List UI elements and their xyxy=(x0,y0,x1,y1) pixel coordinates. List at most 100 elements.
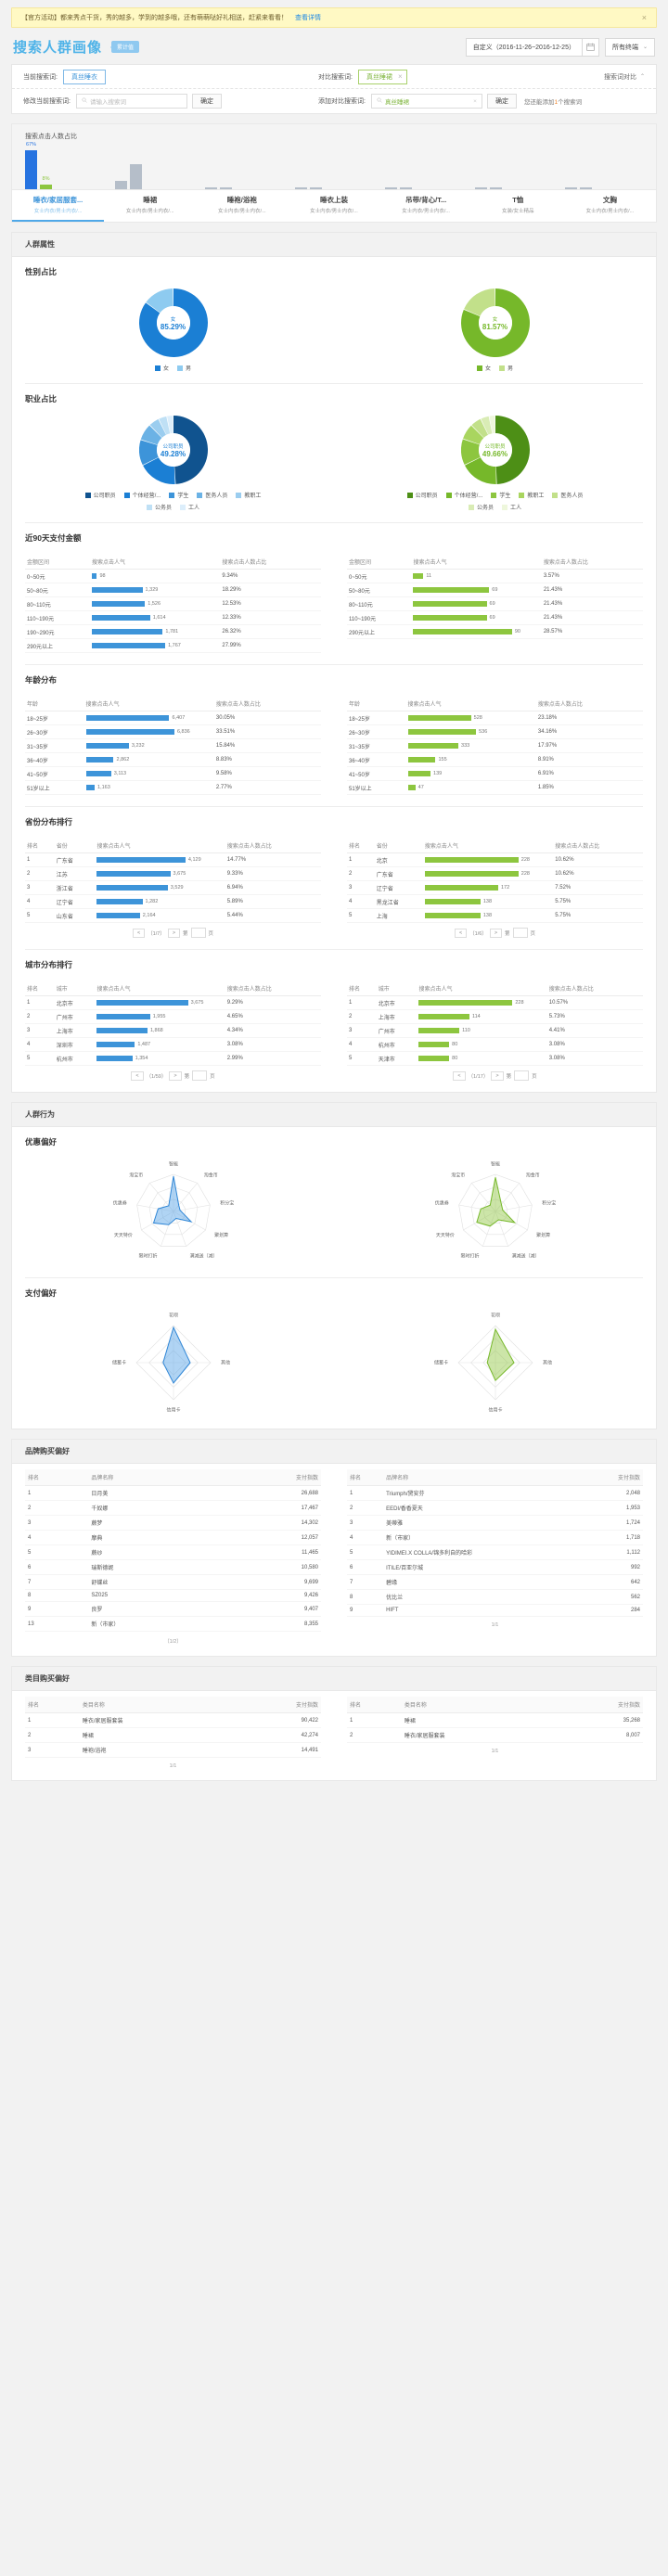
table-row: 26~30岁 6,836 33.51% xyxy=(25,724,321,739)
cell-rank: 1 xyxy=(347,995,377,1010)
pager-prev[interactable]: < xyxy=(453,1070,466,1081)
cell-pct: 2.99% xyxy=(225,1051,321,1066)
compare-toggle[interactable]: 搜索词对比 ⌃ xyxy=(604,72,645,82)
tab-6[interactable]: T恤 女装/女士精品 xyxy=(472,190,564,222)
pager: < （1/17） > 第 页 xyxy=(347,1070,643,1081)
donut-slice xyxy=(138,288,208,357)
modify-term-input[interactable]: 请输入搜索词 xyxy=(75,94,187,109)
province-title: 省份分布排行 xyxy=(25,817,73,827)
tab-label: 睡袍/浴袍 xyxy=(226,196,257,204)
brand-table-left: 排名 品牌名称 支付指数 1 日月美 26,688 2 千奴娜 17,467 3 蕨梦 14,302 4… xyxy=(12,1464,334,1656)
tab-3[interactable]: 睡袍/浴袍 女士内衣/男士内衣/... xyxy=(196,190,288,222)
cell-range: 41~50岁 xyxy=(347,766,406,781)
occupation-legend-left: 公司职员 个体经营/... 学生 医务人员 教职工 公务员 工人 xyxy=(81,491,266,511)
tab-1[interactable]: 睡衣/家居服套... 女士内衣/男士内衣/... xyxy=(12,190,105,222)
pager-next[interactable]: > xyxy=(489,928,503,938)
radar-axis-label: 花呗 xyxy=(490,1313,499,1319)
cell-rank: 4 xyxy=(347,1530,384,1545)
category-mini-bar-chart: 67% 8% xyxy=(12,141,656,189)
cell-pct: 5.44% xyxy=(225,908,321,923)
pager-page-input[interactable] xyxy=(190,928,206,938)
radar-grid xyxy=(457,1173,533,1247)
gender-donut-left: 女 85.29% xyxy=(138,288,208,357)
cell-bar: 110 xyxy=(417,1023,547,1038)
cell-pct: 4.65% xyxy=(225,1009,321,1024)
cell-rank: 3 xyxy=(25,1515,89,1531)
terminal-select[interactable]: 所有终端 ⌄ xyxy=(604,37,655,57)
pager-next[interactable]: > xyxy=(167,928,181,938)
cell-bar: 3,675 xyxy=(95,995,225,1010)
current-term-tag[interactable]: 真丝睡衣 xyxy=(62,69,106,84)
cell-name: 黑龙江省 xyxy=(374,894,423,909)
cell-value: 1,718 xyxy=(582,1530,643,1545)
pager-page-input[interactable] xyxy=(192,1070,208,1081)
tab-4[interactable]: 睡衣上装 女士内衣/男士内衣/... xyxy=(288,190,379,222)
page-root: 【官方活动】都来秀点干货，秀的越多，学到的越多哦，还有萌萌哒好礼相送，赶紧来看看… xyxy=(0,7,668,1781)
calendar-icon[interactable] xyxy=(582,37,599,57)
legend-label: 男 xyxy=(507,366,514,372)
legend-label: 学生 xyxy=(177,493,189,499)
tab-label: 文胸 xyxy=(602,196,617,204)
pager-next[interactable]: > xyxy=(169,1070,182,1081)
table-row: 18~25岁 528 23.18% xyxy=(347,711,643,725)
tab-5[interactable]: 吊带/背心/T... 女士内衣/男士内衣/... xyxy=(380,190,472,222)
tab-7[interactable]: 文胸 女士内衣/男士内衣/... xyxy=(564,190,656,222)
modify-confirm-button[interactable]: 确定 xyxy=(191,94,222,109)
notice-banner: 【官方活动】都来秀点干货，秀的越多，学到的越多哦，还有萌萌哒好礼相送，赶紧来看看… xyxy=(11,7,657,28)
cell-range: 110~190元 xyxy=(347,610,412,625)
legend-swatch xyxy=(180,504,186,510)
cell-bar: 138 xyxy=(422,894,554,909)
radar-axis xyxy=(173,1211,186,1247)
donut-center-label: 女 xyxy=(170,316,176,323)
pager-page-input[interactable] xyxy=(512,928,528,938)
tab-2[interactable]: 睡裙 女士内衣/男士内衣/... xyxy=(104,190,196,222)
section-title-cat-pref: 类目购买偏好 xyxy=(12,1667,656,1691)
pager-page-input[interactable] xyxy=(514,1070,530,1081)
close-icon[interactable]: × xyxy=(397,72,403,81)
brand-table: 排名 类目名称 支付指数 1 睡衣/家居服套装 90,422 2 睡裙 42,274 3 睡袍/浴袍… xyxy=(25,1697,321,1758)
table-row: 80~110元 1,526 12.53% xyxy=(25,596,321,611)
radar-axis-label: 优惠券 xyxy=(112,1200,126,1207)
cell-rank: 5 xyxy=(347,1544,384,1560)
radar-axis-label: 淘金币 xyxy=(525,1173,539,1179)
add-term-input[interactable]: 真丝睡裙 × xyxy=(370,94,482,109)
cell-pct: 6.91% xyxy=(535,766,643,781)
cell-pct: 10.62% xyxy=(553,866,643,881)
pager-prev[interactable]: < xyxy=(132,928,146,938)
payment-table-left: 金额区间 搜索点击人气 搜索点击人数占比 0~50元 98 9.34% 50~80元 1,32… xyxy=(12,544,334,664)
notice-detail-link[interactable]: 查看详情 xyxy=(295,15,321,21)
radar-axis-label: 储蓄卡 xyxy=(433,1360,447,1366)
search-icon xyxy=(377,97,382,105)
cell-range: 50~80元 xyxy=(25,583,91,597)
category-bar-group xyxy=(385,145,475,189)
close-icon[interactable]: × xyxy=(641,13,647,22)
date-range-input[interactable]: 自定义（2016-11-26~2016-12-25） xyxy=(465,37,583,57)
table-row: 50~80元 69 21.43% xyxy=(347,583,643,597)
compare-term-tag[interactable]: 真丝睡裙 × xyxy=(357,69,407,84)
cell-name: 睡裙 xyxy=(79,1727,230,1743)
clear-icon[interactable]: × xyxy=(473,97,477,105)
legend-label: 学生 xyxy=(499,493,511,499)
pager-prev[interactable]: < xyxy=(454,928,468,938)
legend-label: 医务人员 xyxy=(560,493,584,499)
cell-range: 31~35岁 xyxy=(25,738,84,753)
donut-slice xyxy=(495,416,530,484)
modify-term-label: 修改当前搜索词: xyxy=(23,98,71,105)
cell-name: 天津市 xyxy=(376,1051,418,1066)
cell-value: 12,057 xyxy=(215,1530,321,1545)
pager-prev[interactable]: < xyxy=(131,1070,144,1081)
donut-center: 女 81.57% xyxy=(478,306,512,340)
brand-table: 排名 品牌名称 支付指数 1 日月美 26,688 2 千奴娜 17,467 3 蕨梦 14,302 4… xyxy=(25,1469,321,1632)
pager-next[interactable]: > xyxy=(491,1070,504,1081)
chevron-down-icon: ⌄ xyxy=(642,45,648,50)
coupon-radars: 智能 淘金币 积分宝 聚划算 满减送（减） 限时打折 天天特价 优惠券 淘宝币 智能 淘金币 积分宝… xyxy=(12,1147,656,1277)
cell-rank: 3 xyxy=(25,1023,55,1038)
radar-axis xyxy=(160,1211,173,1247)
donut-slice xyxy=(142,457,175,484)
age-title: 年龄分布 xyxy=(25,675,58,685)
legend-item: 教职工 xyxy=(236,491,261,499)
rank-table: 排名 城市 搜索点击人气 搜索点击人数占比 1 北京市 3,675 9.29% 2 广州市 1,95… xyxy=(25,981,321,1066)
add-confirm-button[interactable]: 确定 xyxy=(486,94,517,109)
